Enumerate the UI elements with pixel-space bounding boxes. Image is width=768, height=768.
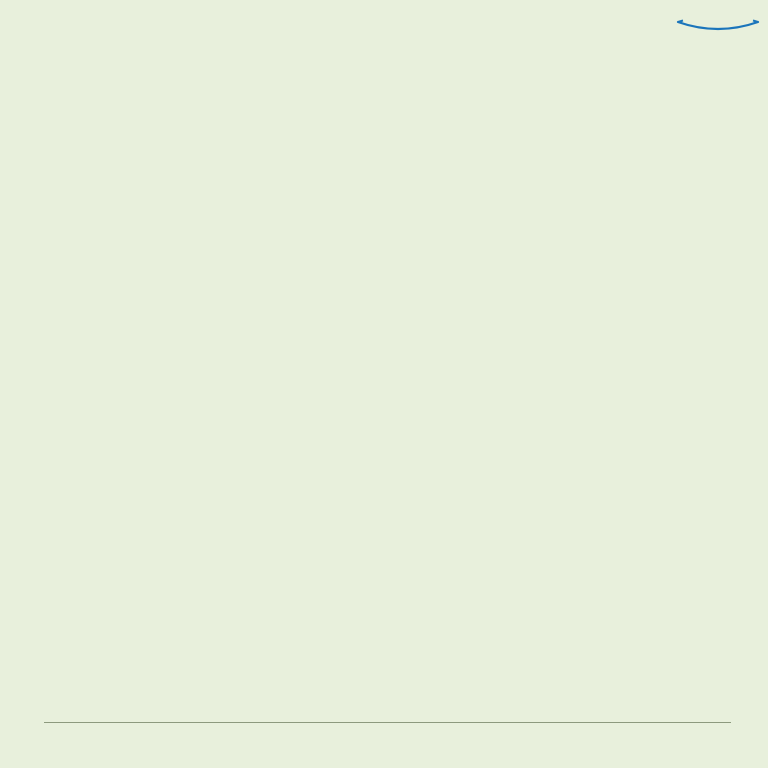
jccca-logo: [676, 8, 760, 44]
x-axis-baseline: [44, 722, 731, 723]
logo-swoosh-icon: [676, 19, 760, 31]
chart-plot-area: [44, 39, 731, 723]
stacked-area-series: [44, 39, 731, 723]
